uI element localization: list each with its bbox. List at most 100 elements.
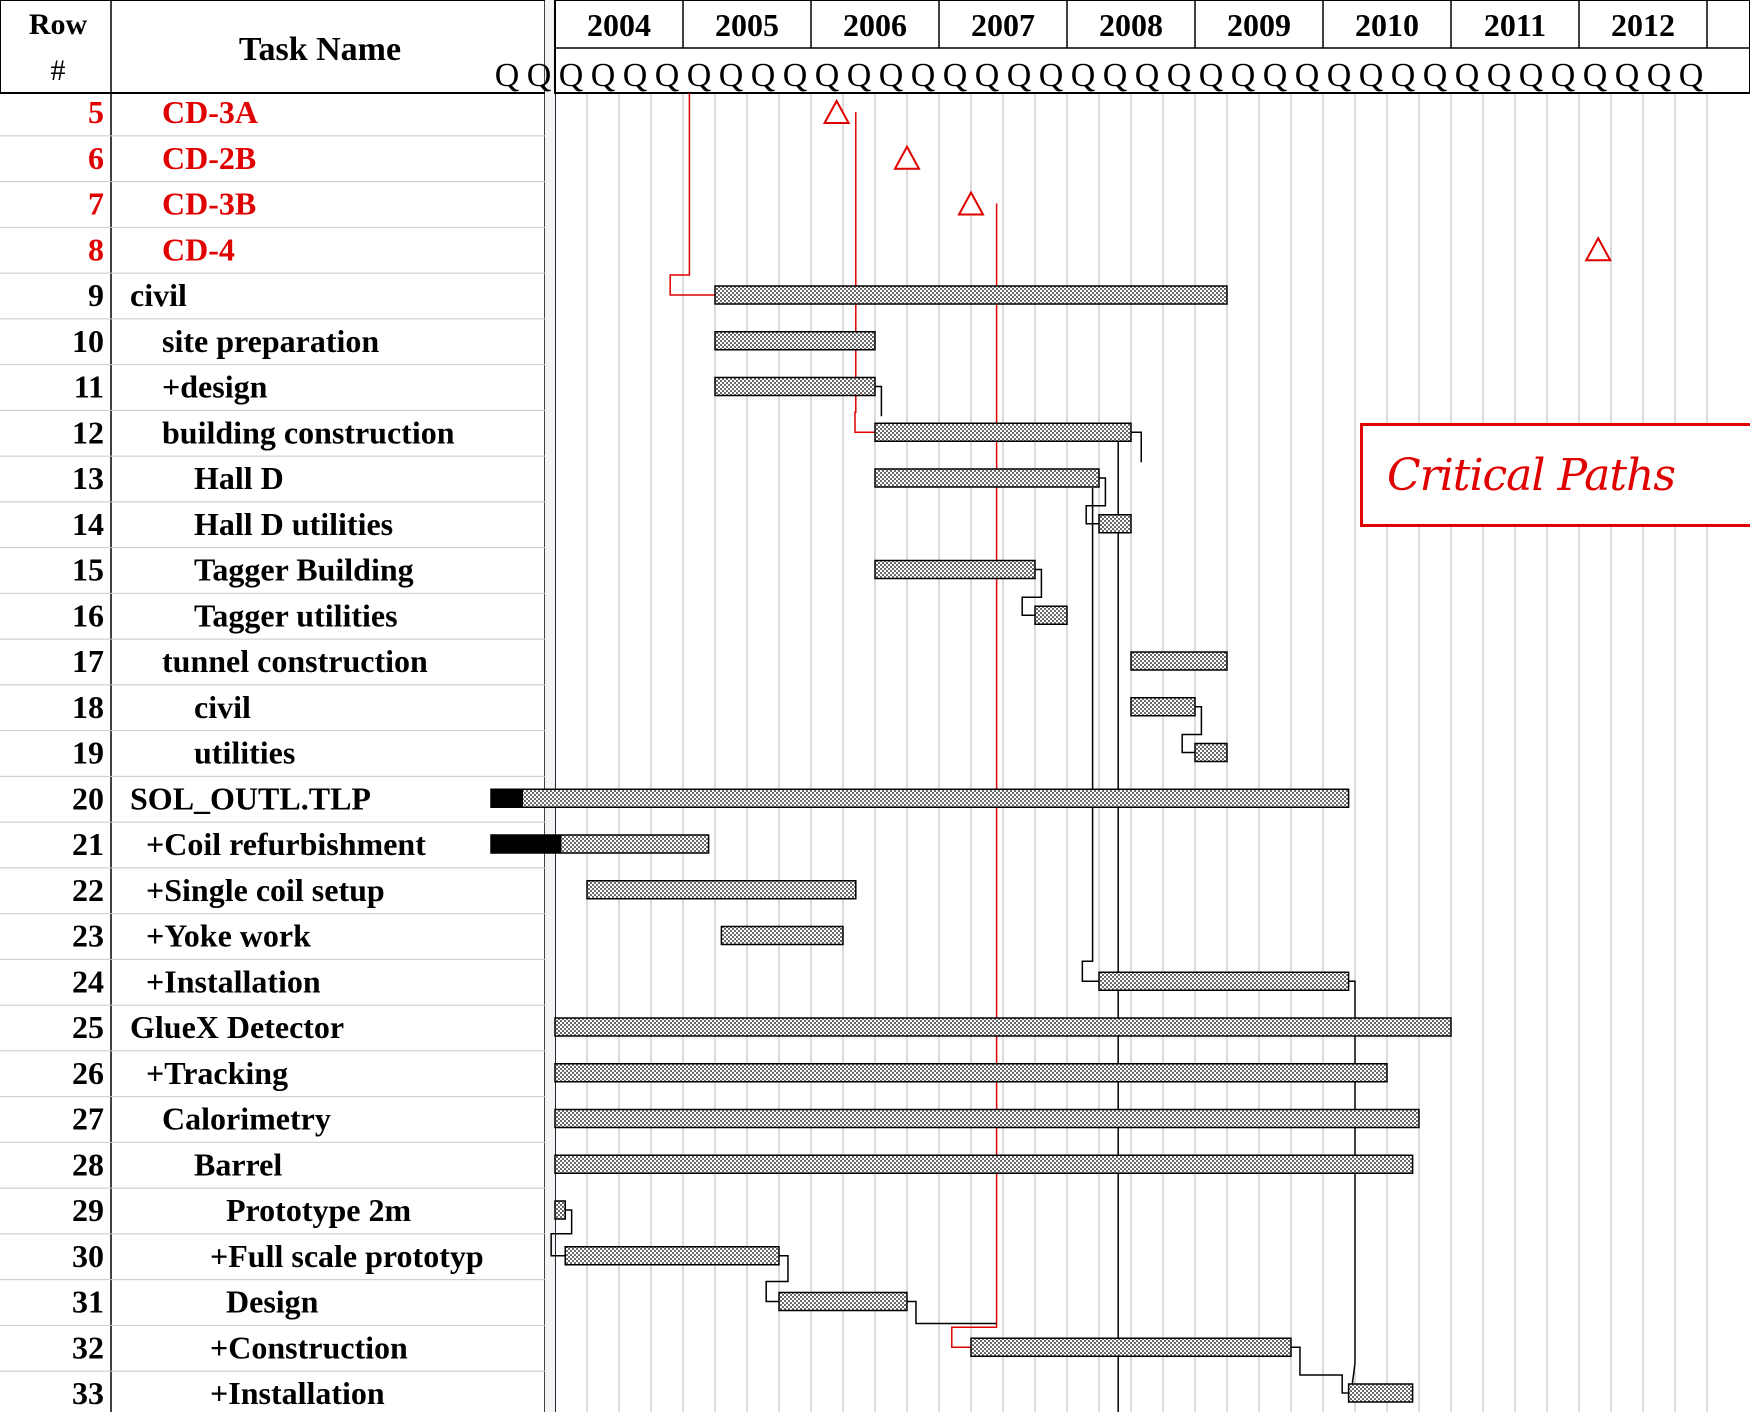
year-label: 2004 [587, 7, 651, 43]
task-name: SOL_OUTL.TLP [130, 780, 371, 816]
row-number: 10 [72, 323, 104, 359]
quarter-label: Q [1231, 57, 1256, 94]
row-number: 29 [72, 1192, 104, 1228]
task-bar [874, 422, 1132, 442]
row-number: 19 [72, 735, 104, 771]
task-name: CD-3A [162, 94, 258, 130]
quarter-label: Q [751, 57, 776, 94]
task-bar [714, 331, 876, 351]
dependency-link [1021, 568, 1043, 616]
task-name: CD-4 [162, 231, 235, 267]
task-bar [874, 468, 1100, 488]
task-bar [874, 559, 1036, 580]
dependency-link [550, 1209, 573, 1257]
task-name: Tagger Building [194, 552, 414, 588]
row-number: 13 [72, 460, 104, 496]
task-name: GlueX Detector [130, 1009, 344, 1045]
task-name: CD-3B [162, 186, 256, 222]
quarter-label: Q [1455, 57, 1480, 94]
table-header-frame [0, 0, 556, 94]
quarter-label: Q [1103, 57, 1128, 94]
task-bar [1130, 697, 1196, 717]
task-name-header: Task Name [239, 31, 401, 68]
row-number: 7 [88, 186, 104, 222]
milestone-marker [822, 98, 851, 124]
year-label: 2010 [1355, 7, 1419, 43]
quarter-label: Q [1039, 57, 1064, 94]
dependency-link [1181, 706, 1203, 754]
milestone-marker [1584, 236, 1612, 262]
row-number: 33 [72, 1375, 104, 1411]
task-name: +design [162, 369, 268, 405]
row-number: 6 [88, 140, 104, 176]
year-label: 2009 [1227, 7, 1291, 43]
quarter-label: Q [495, 57, 520, 94]
milestone-marker [893, 144, 921, 170]
row-number: 23 [72, 918, 104, 954]
progress-fill [491, 789, 523, 808]
row-number: 21 [72, 826, 104, 862]
row-number: 31 [72, 1284, 104, 1320]
task-name: +Construction [210, 1329, 408, 1365]
row-number: 20 [72, 780, 104, 816]
task-name: civil [130, 277, 187, 313]
dependency-link [1291, 1346, 1349, 1394]
task-name: +Yoke work [146, 918, 311, 954]
task-bar [1130, 651, 1228, 671]
row-number: 28 [72, 1146, 104, 1182]
year-label: 2008 [1099, 7, 1163, 43]
task-bar [1098, 971, 1350, 991]
row-number: 5 [88, 94, 104, 130]
year-label: 2011 [1484, 7, 1546, 43]
quarter-label: Q [943, 57, 968, 94]
quarter-label: Q [1135, 57, 1160, 94]
quarter-label: Q [1071, 57, 1096, 94]
year-label: 2006 [843, 7, 907, 43]
task-bar [554, 1154, 1414, 1174]
task-name: +Coil refurbishment [146, 826, 426, 862]
task-bar [714, 285, 1228, 305]
task-name: Hall D utilities [194, 506, 393, 542]
quarter-label: Q [1615, 57, 1640, 94]
task-bar [778, 1291, 908, 1312]
task-bar [970, 1337, 1292, 1357]
year-label: 2005 [715, 7, 779, 43]
task-bar [564, 1246, 780, 1266]
quarter-label: Q [1551, 57, 1576, 94]
dependency-link [1348, 980, 1356, 1394]
row-number: 27 [72, 1101, 104, 1137]
task-bar [490, 788, 1350, 808]
dependency-link [875, 385, 883, 417]
year-label: 2007 [971, 7, 1035, 43]
task-bar [1194, 742, 1228, 763]
quarter-label: Q [623, 57, 648, 94]
critical-link [854, 112, 875, 433]
quarter-label: Q [719, 57, 744, 94]
dependency-link [1081, 488, 1099, 982]
quarter-label: Q [1263, 57, 1288, 94]
task-name: civil [194, 689, 251, 725]
year-label: 2012 [1611, 7, 1675, 43]
row-number: 25 [72, 1009, 104, 1045]
quarter-label: Q [975, 57, 1000, 94]
task-bar [714, 376, 876, 397]
task-bars [490, 98, 1612, 1403]
timeline-header-frame [554, 0, 1750, 94]
row-number: 18 [72, 689, 104, 725]
dependency-link [765, 1255, 789, 1303]
task-name: Design [226, 1284, 319, 1320]
table-splitter [545, 0, 555, 1412]
task-name: tunnel construction [162, 643, 428, 679]
row-number: 14 [72, 506, 104, 542]
callout-text: Critical Paths [1387, 450, 1676, 501]
quarter-label: Q [879, 57, 904, 94]
row-number: 22 [72, 872, 104, 908]
progress-fill [491, 835, 562, 853]
quarter-label: Q [655, 57, 680, 94]
task-name: Prototype 2m [226, 1192, 411, 1228]
dependency-link [907, 1300, 997, 1325]
task-name: Calorimetry [162, 1101, 331, 1137]
quarter-label: Q [687, 57, 712, 94]
dependency-link [1085, 477, 1107, 525]
